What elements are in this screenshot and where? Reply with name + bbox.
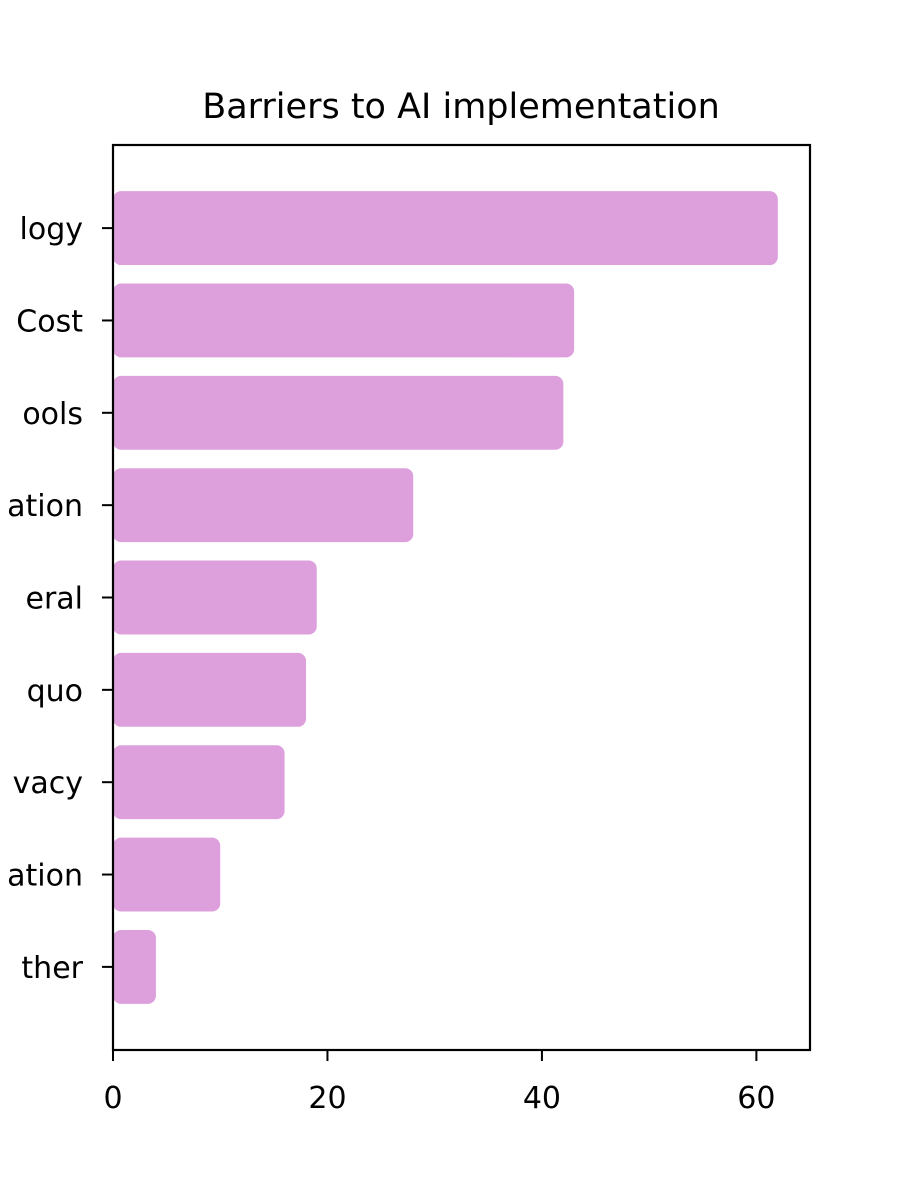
bar	[113, 191, 778, 266]
x-tick-label: 0	[103, 1081, 122, 1116]
y-tick-label: logy	[20, 212, 84, 247]
bar	[113, 929, 156, 1004]
y-tick-label: eral	[25, 582, 83, 617]
bar	[113, 283, 575, 358]
y-tick-label: ation	[7, 489, 83, 524]
x-tick-label: 20	[308, 1081, 346, 1116]
y-tick-label: Cost	[16, 304, 83, 339]
bar	[113, 560, 317, 635]
bars-group	[113, 191, 778, 1004]
bar	[113, 375, 564, 450]
y-tick-label: ation	[7, 859, 83, 894]
y-tick-label: quo	[27, 674, 83, 709]
y-tick-label: vacy	[13, 766, 83, 801]
bar	[113, 745, 285, 820]
x-axis: 0 20 40 60	[103, 1050, 775, 1116]
bar	[113, 652, 307, 727]
chart-title: Barriers to AI implementation	[202, 87, 720, 127]
y-tick-label: ools	[22, 397, 83, 432]
bar	[113, 837, 221, 912]
bar	[113, 468, 414, 543]
y-axis: logy Cost ools ation eral quo vacy ation ther	[7, 212, 113, 986]
x-tick-label: 40	[523, 1081, 561, 1116]
x-tick-label: 60	[737, 1081, 775, 1116]
y-tick-label: ther	[21, 951, 83, 986]
